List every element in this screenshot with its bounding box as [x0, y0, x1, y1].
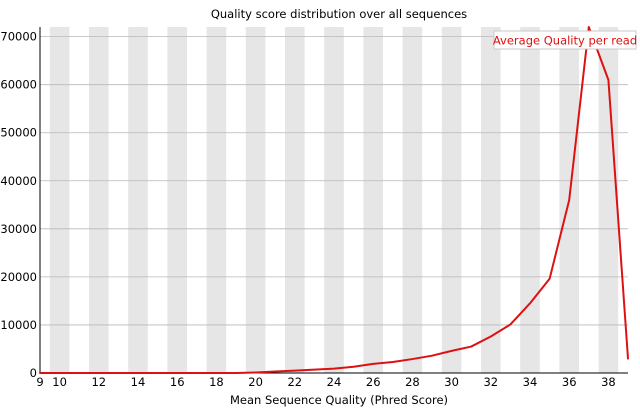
y-tick-label: 50000 — [0, 126, 37, 140]
chart-title: Quality score distribution over all sequ… — [211, 7, 467, 21]
series-lines — [39, 26, 629, 374]
y-tick-label: 60000 — [0, 78, 37, 92]
shaded-column — [441, 27, 462, 373]
x-tick-label: 24 — [327, 375, 342, 389]
legend-box — [493, 30, 637, 50]
x-tick-label: 30 — [444, 375, 459, 389]
shaded-column — [285, 27, 305, 373]
y-tick-label: 0 — [30, 366, 37, 380]
y-tick-label: 70000 — [0, 30, 37, 44]
x-tick-label: 34 — [523, 375, 538, 389]
y-tick-labels: 0 10000 20000 30000 40000 50000 60000 70000 — [0, 30, 37, 380]
x-tick-label: 28 — [405, 375, 420, 389]
shaded-column — [89, 27, 109, 373]
x-tick-label: 10 — [52, 375, 67, 389]
x-tick-labels: 9 10 12 14 16 18 20 22 24 26 28 30 32 34 36 38 — [36, 375, 615, 389]
x-tick-label: 38 — [601, 375, 616, 389]
series-line — [39, 26, 629, 374]
legend: Average Quality per read — [493, 30, 637, 50]
x-tick-label: 20 — [248, 375, 263, 389]
x-tick-label: 36 — [562, 375, 577, 389]
shaded-column — [363, 27, 383, 373]
x-tick-label: 32 — [483, 375, 498, 389]
x-tick-label: 9 — [36, 375, 43, 389]
y-tick-label: 30000 — [0, 222, 37, 236]
x-tick-label: 12 — [91, 375, 106, 389]
x-tick-label: 14 — [131, 375, 146, 389]
shaded-column — [245, 27, 266, 373]
x-tick-label: 18 — [209, 375, 224, 389]
x-tick-label: 22 — [287, 375, 302, 389]
shaded-column — [520, 27, 540, 373]
y-tick-label: 40000 — [0, 174, 37, 188]
shaded-column — [206, 27, 227, 373]
shaded-column — [402, 27, 423, 373]
shaded-column — [167, 27, 187, 373]
y-tick-label: 20000 — [0, 270, 37, 284]
shaded-columns — [49, 27, 619, 373]
shaded-column — [481, 27, 501, 373]
shaded-column — [598, 27, 619, 373]
shaded-column — [128, 27, 148, 373]
y-tick-label: 10000 — [0, 318, 37, 332]
x-tick-label: 26 — [366, 375, 381, 389]
x-tick-label: 16 — [170, 375, 185, 389]
x-axis-label: Mean Sequence Quality (Phred Score) — [230, 393, 448, 407]
shaded-column — [324, 27, 344, 373]
shaded-column — [49, 27, 70, 373]
legend-entry-label: Average Quality per read — [493, 34, 637, 48]
